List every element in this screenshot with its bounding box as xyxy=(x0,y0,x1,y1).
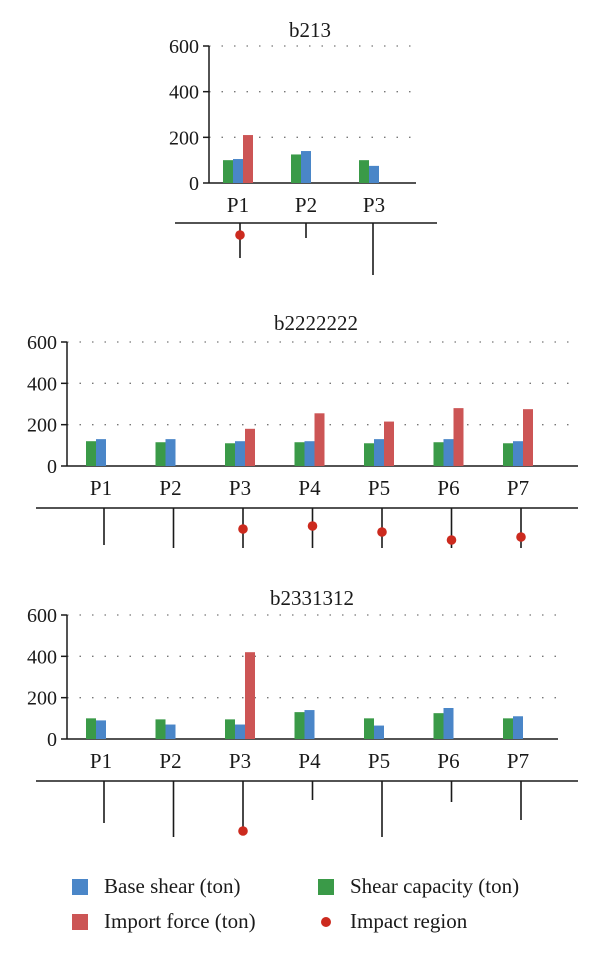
x-tick-label: P1 xyxy=(227,193,249,217)
legend-label-impact-region: Impact region xyxy=(350,909,468,933)
legend-item-base-shear: Base shear (ton) xyxy=(72,874,240,899)
bar-shear-capacity xyxy=(225,719,235,739)
legend-item-shear-capacity: Shear capacity (ton) xyxy=(318,874,519,899)
impact-region-marker xyxy=(446,535,457,545)
bar-base-shear xyxy=(374,439,384,466)
y-tick-label: 0 xyxy=(47,456,57,478)
x-tick-label: P2 xyxy=(159,749,181,773)
impact-region-marker xyxy=(238,524,248,534)
bar-import-force xyxy=(245,428,255,466)
y-tick-label: 0 xyxy=(47,729,57,751)
y-tick-label: 200 xyxy=(169,127,199,149)
y-tick-label: 200 xyxy=(27,415,57,437)
legend-swatch-base-shear xyxy=(72,878,88,895)
x-tick-label: P4 xyxy=(298,749,321,773)
bar-shear-capacity xyxy=(364,718,374,739)
x-tick-label: P2 xyxy=(159,476,181,500)
impact-region-marker xyxy=(307,521,318,531)
y-tick-label: 0 xyxy=(189,173,199,195)
bar-base-shear xyxy=(513,716,523,739)
y-tick-label: 400 xyxy=(27,373,57,395)
x-tick-label: P2 xyxy=(295,193,317,217)
y-tick-label: 600 xyxy=(169,36,199,58)
x-tick-label: P6 xyxy=(437,476,459,500)
legend-label-import-force: Import force (ton) xyxy=(104,909,256,933)
bar-base-shear xyxy=(374,725,384,739)
x-tick-label: P3 xyxy=(229,749,251,773)
impact-region-marker xyxy=(235,230,245,240)
bar-base-shear xyxy=(96,439,106,466)
bar-import-force xyxy=(453,408,464,466)
bar-shear-capacity xyxy=(294,712,305,739)
bar-shear-capacity xyxy=(86,441,96,466)
bar-base-shear xyxy=(443,708,454,739)
bar-base-shear xyxy=(301,151,311,183)
bar-shear-capacity xyxy=(155,719,166,739)
y-tick-label: 600 xyxy=(27,332,57,354)
x-tick-label: P1 xyxy=(90,476,112,500)
bar-shear-capacity xyxy=(223,160,233,183)
bar-base-shear xyxy=(443,439,454,466)
bar-import-force xyxy=(523,409,533,466)
bar-base-shear xyxy=(235,724,245,739)
bar-import-force xyxy=(245,652,255,739)
bar-base-shear xyxy=(369,165,379,183)
x-tick-label: P7 xyxy=(507,749,529,773)
legend-dot-impact-region xyxy=(321,916,331,927)
x-tick-label: P6 xyxy=(437,749,459,773)
bar-shear-capacity xyxy=(294,442,305,466)
bar-shear-capacity xyxy=(433,713,444,739)
bar-shear-capacity xyxy=(291,154,301,183)
legend-swatch-shear-capacity xyxy=(318,878,334,895)
bar-shear-capacity xyxy=(155,442,166,466)
bar-base-shear xyxy=(165,724,176,739)
impact-region-marker xyxy=(516,532,526,542)
x-tick-label: P3 xyxy=(363,193,385,217)
legend-item-import-force: Import force (ton) xyxy=(72,909,256,934)
y-tick-label: 400 xyxy=(27,646,57,668)
bar-base-shear xyxy=(304,710,315,739)
bar-shear-capacity xyxy=(86,718,96,739)
bar-base-shear xyxy=(304,441,315,466)
bar-base-shear xyxy=(96,720,106,739)
bar-base-shear xyxy=(165,439,176,466)
impact-region-marker xyxy=(377,527,387,537)
bar-shear-capacity xyxy=(359,160,369,183)
x-tick-label: P5 xyxy=(368,749,390,773)
impact-region-marker xyxy=(238,826,248,836)
chart-title: b2222222 xyxy=(274,311,358,335)
bar-base-shear xyxy=(233,159,243,183)
bar-import-force xyxy=(314,413,325,466)
y-tick-label: 200 xyxy=(27,688,57,710)
legend-label-base-shear: Base shear (ton) xyxy=(104,874,241,898)
bar-shear-capacity xyxy=(433,442,444,466)
x-tick-label: P5 xyxy=(368,476,390,500)
bar-base-shear xyxy=(235,441,245,466)
bar-import-force xyxy=(243,135,253,183)
y-tick-label: 600 xyxy=(27,605,57,627)
bar-import-force xyxy=(384,421,394,466)
x-tick-label: P1 xyxy=(90,749,112,773)
x-tick-label: P7 xyxy=(507,476,529,500)
bar-base-shear xyxy=(513,441,523,466)
y-tick-label: 400 xyxy=(169,82,199,104)
legend-item-impact-region: Impact region xyxy=(318,909,467,934)
pile-force-charts: b213 0 200 400 600 P1 P2 P3 b2222222 0 200 400 600 P1… xyxy=(27,18,578,837)
bar-shear-capacity xyxy=(503,443,513,466)
x-tick-label: P4 xyxy=(298,476,321,500)
bar-shear-capacity xyxy=(503,718,513,739)
legend: Base shear (ton) Shear capacity (ton) Im… xyxy=(0,862,600,942)
legend-label-shear-capacity: Shear capacity (ton) xyxy=(350,874,520,898)
legend-swatch-import-force xyxy=(72,913,88,930)
bar-shear-capacity xyxy=(225,443,235,466)
x-tick-label: P3 xyxy=(229,476,251,500)
chart-title: b2331312 xyxy=(270,586,354,610)
chart-title: b213 xyxy=(289,18,331,42)
bar-shear-capacity xyxy=(364,443,374,466)
